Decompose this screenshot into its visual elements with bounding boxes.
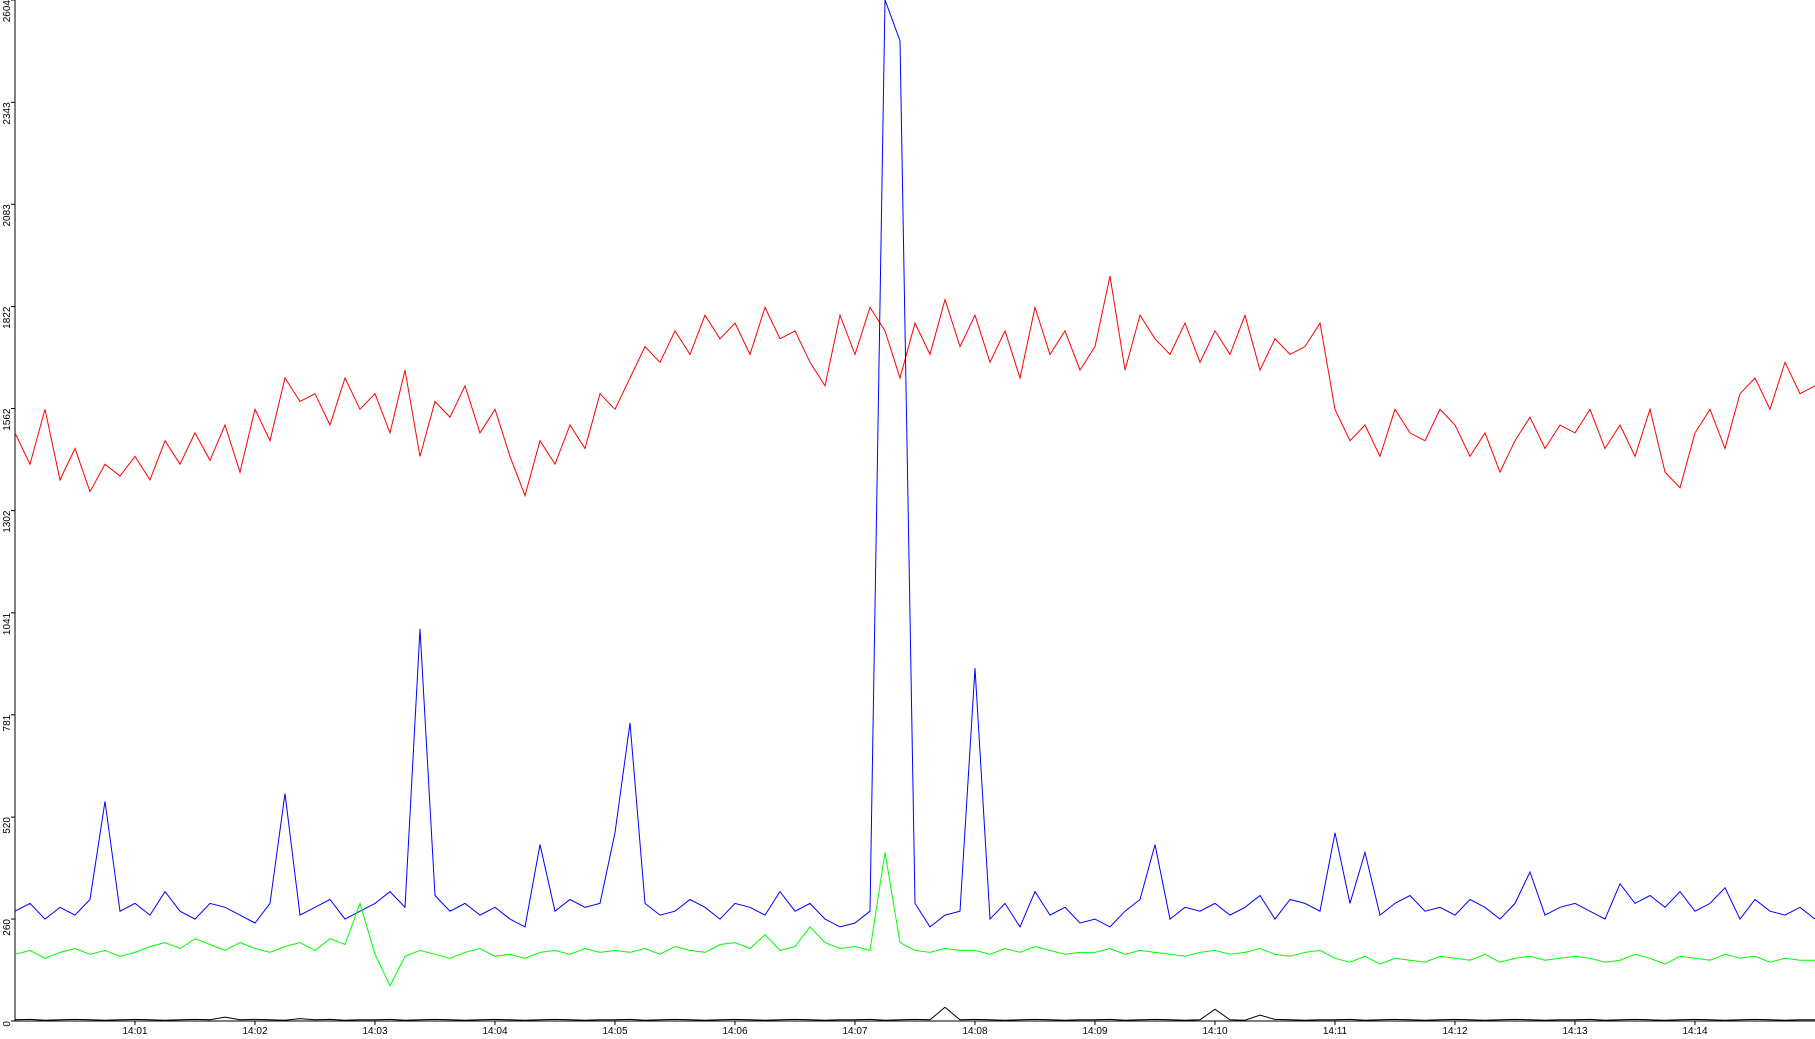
x-tick-label: 14:03 — [362, 1026, 387, 1037]
x-tick-label: 14:07 — [842, 1026, 867, 1037]
y-tick-label: 0 — [2, 1021, 13, 1027]
x-tick-label: 14:09 — [1082, 1026, 1107, 1037]
y-tick-label: 2083 — [2, 204, 13, 227]
y-tick-label: 1562 — [2, 408, 13, 431]
x-tick-label: 14:02 — [242, 1026, 267, 1037]
y-tick-label: 520 — [2, 817, 13, 834]
y-tick-label: 1041 — [2, 612, 13, 635]
x-tick-label: 14:12 — [1442, 1026, 1467, 1037]
x-tick-label: 14:10 — [1202, 1026, 1227, 1037]
y-tick-label: 2604 — [2, 0, 13, 22]
x-tick-label: 14:13 — [1562, 1026, 1587, 1037]
y-tick-label: 1302 — [2, 510, 13, 533]
series-line — [14, 1006, 1815, 1021]
x-tick-label: 14:06 — [722, 1026, 747, 1037]
x-tick-label: 14:04 — [482, 1026, 507, 1037]
y-tick-label: 260 — [2, 919, 13, 936]
x-tick-label: 14:08 — [962, 1026, 987, 1037]
x-tick-label: 14:11 — [1323, 1026, 1348, 1037]
x-tick-label: 14:14 — [1682, 1026, 1707, 1037]
y-tick-label: 1822 — [2, 306, 13, 329]
y-tick-label: 2343 — [2, 102, 13, 125]
x-tick-label: 14:05 — [602, 1026, 627, 1037]
series-line — [14, 0, 1815, 928]
x-tick-label: 14:01 — [122, 1026, 147, 1037]
series-line — [14, 852, 1815, 987]
series-line — [14, 275, 1815, 498]
y-tick-label: 781 — [2, 714, 13, 731]
